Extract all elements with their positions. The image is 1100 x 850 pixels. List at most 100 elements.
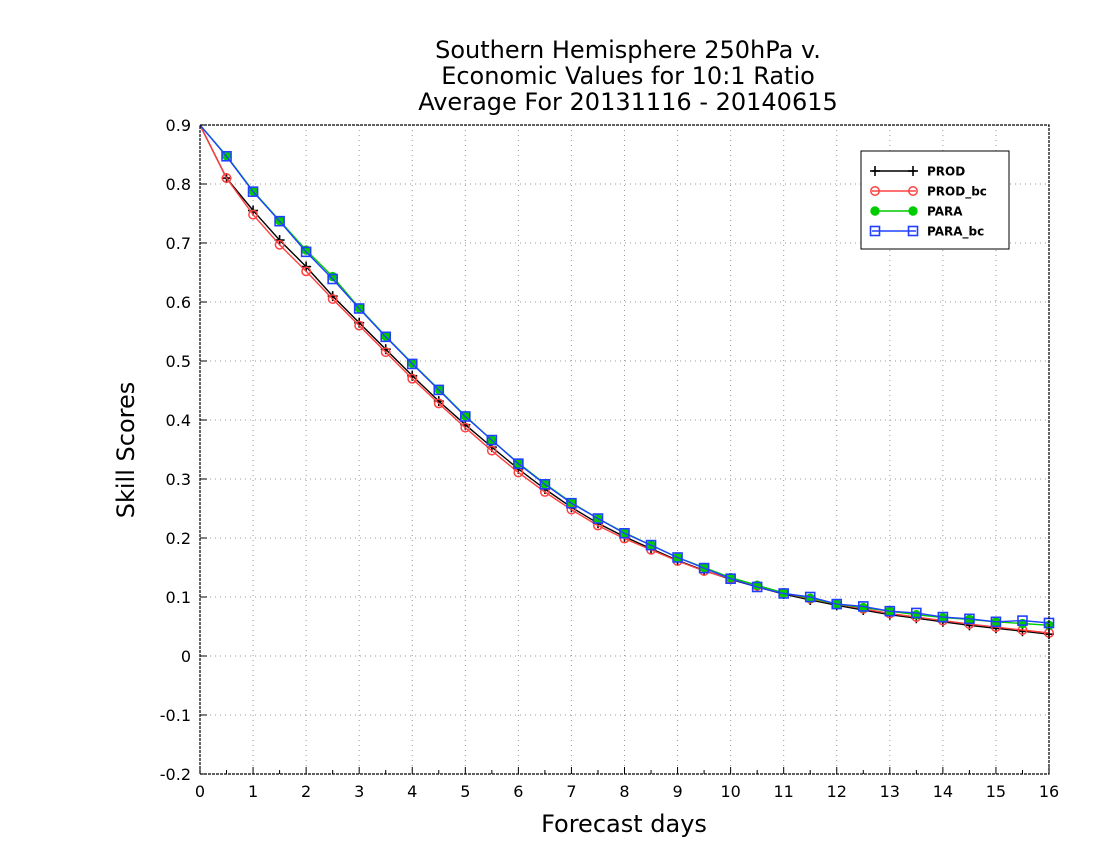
data-point-PARA_bc xyxy=(380,331,392,343)
data-point-PARA_bc xyxy=(964,613,975,625)
data-point-PARA_bc xyxy=(645,539,657,551)
data-point-PARA_bc xyxy=(725,573,736,585)
data-point-PROD_bc xyxy=(327,294,338,304)
data-point-PARA_bc xyxy=(884,605,896,617)
legend-label: PROD xyxy=(927,165,965,179)
legend-label: PARA_bc xyxy=(927,225,984,240)
y-tick-label: 0.9 xyxy=(166,116,191,135)
data-point-PROD_bc xyxy=(221,173,232,184)
title-line-2: Economic Values for 10:1 Ratio xyxy=(441,62,815,90)
legend-marker xyxy=(869,225,881,237)
y-tick-label: 0.2 xyxy=(166,529,191,548)
title-line-1: Southern Hemisphere 250hPa v. xyxy=(435,36,821,64)
legend-marker xyxy=(870,186,880,196)
data-point-PARA_bc xyxy=(1017,615,1028,626)
data-point-PARA_bc xyxy=(460,411,471,422)
y-axis: 0.9 0.8 0.7 0.6 0.5 0.4 0.3 0.2 0.1 0 -0.1 -0.2 xyxy=(160,116,207,784)
series-PARA_bc xyxy=(199,124,1055,629)
data-point-PARA_bc xyxy=(247,186,259,197)
x-tick-label: 2 xyxy=(301,782,311,801)
data-point-PARA_bc xyxy=(857,601,869,612)
x-tick-label: 12 xyxy=(827,782,847,801)
y-tick-label: -0.2 xyxy=(160,765,191,784)
legend-marker xyxy=(908,166,918,176)
legend-marker xyxy=(870,166,880,176)
x-tick-label: 9 xyxy=(672,782,682,801)
data-point-PROD_bc xyxy=(354,320,365,331)
x-tick-label: 5 xyxy=(460,782,470,801)
legend-marker xyxy=(907,225,919,237)
x-tick-label: 3 xyxy=(354,782,364,801)
y-tick-label: 0.6 xyxy=(166,293,191,312)
legend-marker xyxy=(908,206,918,216)
y-tick-label: -0.1 xyxy=(160,706,191,725)
data-point-PARA_bc xyxy=(327,273,338,285)
data-point-PROD_bc xyxy=(274,239,285,250)
data-point-PARA_bc xyxy=(672,552,683,563)
data-point-PROD_bc xyxy=(380,347,391,358)
data-point-PARA_bc xyxy=(592,513,604,524)
legend-box xyxy=(860,150,1010,250)
data-point-PARA_bc xyxy=(937,611,949,623)
data-point-PARA_bc xyxy=(353,303,365,314)
y-tick-label: 0.4 xyxy=(166,411,191,430)
title-line-3: Average For 20131116 - 20140615 xyxy=(418,88,838,116)
data-point-PROD_bc xyxy=(433,398,444,409)
x-tick-label: 7 xyxy=(566,782,576,801)
data-point-PARA_bc xyxy=(698,562,710,574)
data-point-PROD_bc xyxy=(407,373,418,384)
data-point-PARA_bc xyxy=(274,215,285,227)
data-point-PARA_bc xyxy=(804,591,816,603)
x-tick-label: 6 xyxy=(513,782,523,801)
x-axis-label: Forecast days xyxy=(541,810,707,838)
legend: PROD PROD_bc PARA PARA_bc xyxy=(860,150,1010,250)
data-point-PARA_bc xyxy=(433,384,445,396)
data-point-PROD_bc xyxy=(486,445,497,456)
data-point-PARA_bc xyxy=(619,527,630,539)
y-tick-label: 0.3 xyxy=(166,470,191,489)
data-point-PARA_bc xyxy=(539,479,551,490)
series-layer xyxy=(199,124,1055,640)
x-tick-label: 14 xyxy=(933,782,953,801)
y-axis-label: Skill Scores xyxy=(112,382,140,519)
x-tick-label: 4 xyxy=(407,782,417,801)
data-point-PARA_bc xyxy=(221,150,232,162)
series-line-PROD_bc xyxy=(199,124,1050,634)
x-tick-label: 15 xyxy=(986,782,1006,801)
series-line-PARA_bc xyxy=(199,124,1050,624)
legend-label: PARA xyxy=(927,205,963,219)
data-point-PARA_bc xyxy=(831,598,843,610)
y-tick-label: 0.1 xyxy=(166,588,191,607)
x-tick-label: 16 xyxy=(1039,782,1059,801)
legend-item-PARA_bc: PARA_bc xyxy=(869,225,984,240)
data-point-PARA_bc xyxy=(486,434,498,446)
data-point-PARA_bc xyxy=(513,458,524,469)
grid xyxy=(200,125,1049,774)
x-axis: 0 1 2 3 4 5 6 7 8 9 10 11 12 13 14 15 16 xyxy=(195,767,1059,801)
data-point-PARA_bc xyxy=(566,497,577,509)
legend-item-PROD_bc: PROD_bc xyxy=(870,185,987,200)
y-tick-label: 0.7 xyxy=(166,234,191,253)
legend-label: PROD_bc xyxy=(927,185,987,200)
y-tick-label: 0 xyxy=(181,647,191,666)
legend-item-PARA: PARA xyxy=(870,205,963,219)
x-tick-label: 8 xyxy=(619,782,629,801)
data-point-PROD_bc xyxy=(460,422,471,433)
data-point-PARA_bc xyxy=(911,607,922,619)
data-point-PARA_bc xyxy=(778,588,789,599)
x-tick-label: 11 xyxy=(774,782,794,801)
legend-item-PROD: PROD xyxy=(870,165,965,179)
data-point-PARA_bc xyxy=(990,616,1002,628)
y-tick-label: 0.8 xyxy=(166,175,191,194)
x-tick-label: 1 xyxy=(248,782,258,801)
x-tick-label: 10 xyxy=(720,782,740,801)
chart-title: Southern Hemisphere 250hPa v. Economic V… xyxy=(418,36,838,116)
legend-marker xyxy=(870,206,880,216)
x-tick-label: 0 xyxy=(195,782,205,801)
y-tick-label: 0.5 xyxy=(166,352,191,371)
data-point-PARA_bc xyxy=(406,358,418,370)
data-point-PARA_bc xyxy=(300,246,312,258)
legend-marker xyxy=(908,186,918,196)
x-tick-label: 13 xyxy=(880,782,900,801)
